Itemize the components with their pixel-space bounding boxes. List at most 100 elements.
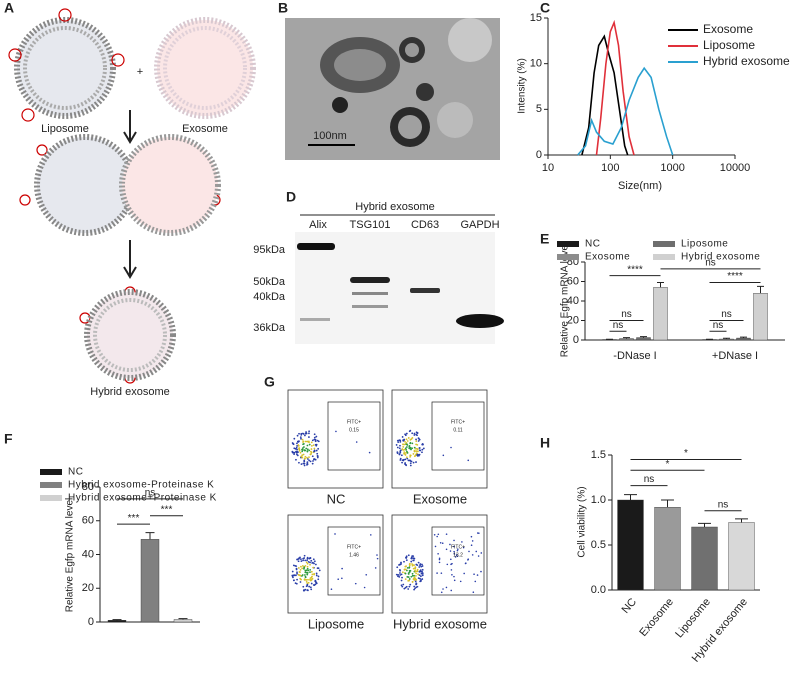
- legend-label: Liposome: [681, 239, 728, 250]
- flow-dot: [465, 562, 467, 564]
- flow-dot: [454, 580, 456, 582]
- legend-label: NC: [68, 467, 83, 478]
- flow-dot: [303, 568, 305, 570]
- flow-cytometry: FITC+0.15NCFITC+0.11ExosomeFITC+1.46Lipo…: [288, 390, 487, 631]
- gate-label: FITC+: [451, 419, 465, 425]
- flow-dot: [303, 433, 305, 435]
- flow-dot: [408, 576, 410, 578]
- bar: [620, 339, 634, 340]
- flow-dot: [446, 587, 448, 589]
- error-bar: [146, 533, 155, 540]
- bar: [174, 619, 192, 622]
- flow-dot: [413, 453, 415, 455]
- panel-a-diagram: +: [9, 9, 253, 383]
- flow-dot: [355, 583, 357, 585]
- significance-label: ***: [128, 513, 140, 524]
- flow-dot: [307, 568, 309, 570]
- bar: [729, 523, 755, 591]
- flow-dot: [408, 586, 410, 588]
- flow-dot: [414, 433, 416, 435]
- y-tick-label: 5: [536, 103, 542, 115]
- flow-dot: [401, 577, 403, 579]
- flow-dot: [461, 541, 463, 543]
- x-tick-label: Liposome: [673, 596, 713, 640]
- flow-dot: [296, 449, 298, 451]
- flow-dot: [468, 551, 470, 553]
- flow-dot: [409, 430, 411, 432]
- flow-dot: [416, 432, 418, 434]
- flow-dot: [377, 558, 379, 560]
- x-tick-label: 100: [601, 162, 619, 174]
- flow-dot: [295, 565, 297, 567]
- x-tick-label: Exosome: [637, 596, 676, 639]
- flow-dot: [415, 439, 417, 441]
- flow-dot: [401, 574, 403, 576]
- flow-dot: [304, 572, 306, 574]
- gate-percent: 0.11: [453, 427, 463, 433]
- flow-dot: [298, 560, 300, 562]
- flow-dot: [298, 440, 300, 442]
- flow-dot: [310, 586, 312, 588]
- flow-dot: [399, 454, 401, 456]
- flow-dot: [308, 586, 310, 588]
- significance-label: ns: [145, 487, 156, 498]
- flow-dot: [298, 433, 300, 435]
- flow-dot: [411, 442, 413, 444]
- label: Liposome: [41, 123, 89, 135]
- flow-dot: [308, 579, 310, 581]
- flow-dot: [403, 588, 405, 590]
- flow-dot: [402, 584, 404, 586]
- flow-dot: [318, 576, 320, 578]
- flow-dot: [403, 561, 405, 563]
- flow-dot: [419, 454, 421, 456]
- flow-dot: [297, 455, 299, 457]
- flow-dot: [413, 589, 415, 591]
- flow-dot: [308, 456, 310, 458]
- flow-dot: [412, 565, 414, 567]
- flow-dot: [302, 447, 304, 449]
- flow-dot: [401, 580, 403, 582]
- flow-dot: [317, 448, 319, 450]
- flow-dot: [302, 558, 304, 560]
- flow-dot: [300, 566, 302, 568]
- flow-dot: [303, 566, 305, 568]
- flow-dot: [310, 588, 312, 590]
- y-tick-label: 0: [536, 149, 542, 161]
- flow-dot: [300, 433, 302, 435]
- flow-dot: [404, 441, 406, 443]
- flow-dot: [301, 463, 303, 465]
- flow-dot: [315, 440, 317, 442]
- plot-label: Exosome: [413, 491, 467, 506]
- flow-dot: [311, 441, 313, 443]
- bar: [654, 287, 668, 340]
- flow-dot: [298, 567, 300, 569]
- flow-dot: [396, 566, 398, 568]
- flow-dot: [295, 451, 297, 453]
- flow-dot: [316, 575, 318, 577]
- flow-dot: [399, 452, 401, 454]
- flow-dot: [303, 440, 305, 442]
- y-axis-title: Relative Egfp mRNA level: [65, 498, 76, 613]
- significance-label: ns: [705, 257, 716, 268]
- flow-dot: [420, 579, 422, 581]
- flow-dot: [434, 534, 436, 536]
- line: [582, 36, 628, 155]
- flow-dot: [403, 451, 405, 453]
- flow-dot: [303, 454, 305, 456]
- x-tick-label: 1000: [660, 162, 684, 174]
- lane-label: TSG101: [350, 219, 391, 231]
- flow-dot: [317, 440, 319, 442]
- line: [597, 23, 635, 155]
- flow-dot: [411, 447, 413, 449]
- flow-dot: [446, 533, 448, 535]
- flow-dot: [293, 453, 295, 455]
- flow-dot: [311, 445, 313, 447]
- flow-dot: [302, 443, 304, 445]
- flow-dot: [302, 439, 304, 441]
- gate-label: FITC+: [347, 419, 361, 425]
- flow-dot: [316, 582, 318, 584]
- flow-dot: [402, 443, 404, 445]
- flow-dot: [402, 460, 404, 462]
- flow-dot: [422, 574, 424, 576]
